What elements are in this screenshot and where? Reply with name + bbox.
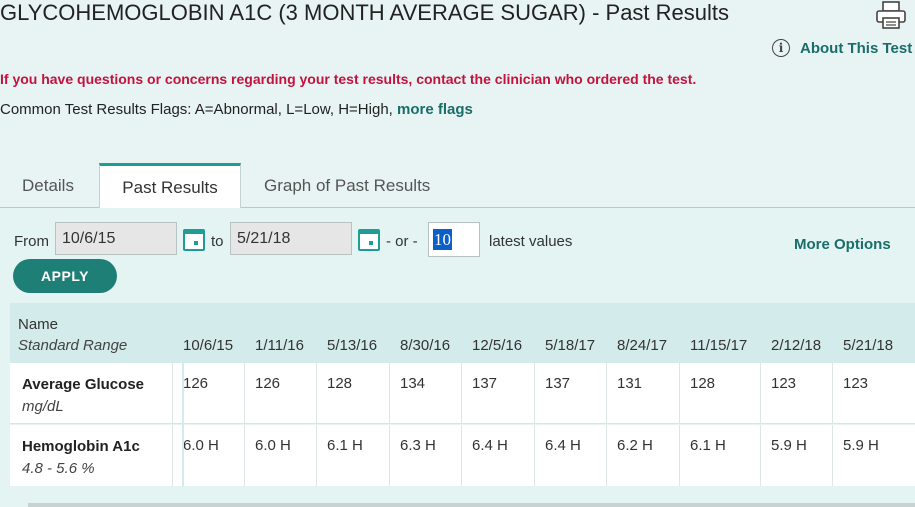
- date-column-header: 8/24/17: [617, 337, 668, 354]
- result-cell: 6.4 H: [472, 437, 508, 454]
- more-flags-link[interactable]: more flags: [397, 101, 473, 118]
- result-cell: 123: [843, 375, 869, 392]
- cell-divider: [461, 363, 462, 424]
- cell-divider: [534, 363, 535, 424]
- cell-divider: [389, 425, 390, 486]
- result-cell: 134: [400, 375, 426, 392]
- name-header: Name: [18, 316, 59, 333]
- about-this-test-label: About This Test: [800, 39, 913, 57]
- date-column-header: 12/5/16: [472, 337, 523, 354]
- date-column-header: 5/18/17: [545, 337, 596, 354]
- result-cell: 6.1 H: [690, 437, 726, 454]
- row-name: Average Glucose: [22, 376, 144, 393]
- date-column-header: 10/6/15: [183, 337, 234, 354]
- cell-divider: [606, 425, 607, 486]
- date-column-header: 5/21/18: [843, 337, 894, 354]
- result-cell: 137: [545, 375, 571, 392]
- cell-divider: [832, 363, 833, 424]
- result-cell: 6.0 H: [183, 437, 219, 454]
- row-name: Hemoglobin A1c: [22, 438, 140, 455]
- row-units: mg/dL: [22, 398, 64, 415]
- clinician-warning: If you have questions or concerns regard…: [0, 71, 697, 87]
- cell-divider: [679, 425, 680, 486]
- result-cell: 6.0 H: [255, 437, 291, 454]
- calendar-icon[interactable]: [358, 229, 380, 251]
- horizontal-scrollbar[interactable]: [28, 503, 915, 507]
- row-range: 4.8 - 5.6 %: [22, 460, 95, 477]
- cell-divider: [832, 425, 833, 486]
- table-header: Name Standard Range 10/6/15 1/11/16 5/13/1…: [10, 303, 915, 363]
- date-column-header: 1/11/16: [255, 337, 304, 354]
- tabs-divider: [0, 207, 915, 208]
- cell-divider: [244, 425, 245, 486]
- cell-divider: [679, 363, 680, 424]
- from-date-input[interactable]: [55, 222, 177, 255]
- tab-past-results-label: Past Results: [122, 177, 218, 197]
- column-divider: [182, 363, 184, 487]
- result-cell: 126: [183, 375, 209, 392]
- date-column-header: 8/30/16: [400, 337, 451, 354]
- cell-divider: [534, 425, 535, 486]
- apply-button[interactable]: APPLY: [13, 259, 117, 293]
- cell-divider: [606, 363, 607, 424]
- latest-values-count-input[interactable]: [428, 222, 480, 257]
- result-cell: 5.9 H: [843, 437, 879, 454]
- result-cell: 128: [690, 375, 716, 392]
- table-row-hemoglobin-a1c: Hemoglobin A1c 4.8 - 5.6 % 6.0 H 6.0 H 6.1…: [10, 425, 915, 486]
- result-cell: 6.3 H: [400, 437, 436, 454]
- cell-divider: [760, 363, 761, 424]
- result-cell: 131: [617, 375, 643, 392]
- result-cell: 128: [327, 375, 353, 392]
- date-column-header: 2/12/18: [771, 337, 822, 354]
- info-icon: i: [772, 39, 790, 57]
- date-column-header: 5/13/16: [327, 337, 378, 354]
- cell-divider: [316, 363, 317, 424]
- cell-divider: [461, 425, 462, 486]
- cell-divider: [244, 363, 245, 424]
- result-cell: 137: [472, 375, 498, 392]
- table-row-average-glucose: Average Glucose mg/dL 126 126 128 134 137 137…: [10, 363, 915, 424]
- to-label: to: [211, 233, 224, 250]
- result-cell: 6.2 H: [617, 437, 653, 454]
- result-cell: 126: [255, 375, 281, 392]
- date-column-header: 11/15/17: [690, 337, 748, 354]
- or-label: - or -: [386, 233, 418, 250]
- cell-divider: [760, 425, 761, 486]
- more-options-link[interactable]: More Options: [794, 236, 891, 253]
- from-label: From: [14, 233, 49, 250]
- printer-icon[interactable]: [873, 0, 909, 30]
- about-this-test-link[interactable]: i About This Test: [772, 39, 912, 57]
- latest-values-label: latest values: [489, 233, 573, 250]
- cell-divider: [172, 363, 173, 424]
- past-results-table: Name Standard Range 10/6/15 1/11/16 5/13/1…: [10, 303, 915, 487]
- result-cell: 5.9 H: [771, 437, 807, 454]
- tab-graph-of-past-results[interactable]: Graph of Past Results: [264, 176, 431, 195]
- flags-text: Common Test Results Flags: A=Abnormal, L…: [0, 101, 393, 118]
- page-title: GLYCOHEMOGLOBIN A1C (3 MONTH AVERAGE SUG…: [0, 0, 730, 25]
- tab-details[interactable]: Details: [22, 176, 74, 195]
- flags-legend: Common Test Results Flags: A=Abnormal, L…: [0, 101, 473, 118]
- calendar-icon[interactable]: [183, 229, 205, 251]
- cell-divider: [172, 425, 173, 486]
- cell-divider: [389, 363, 390, 424]
- tab-past-results[interactable]: Past Results: [99, 163, 241, 209]
- cell-divider: [316, 425, 317, 486]
- standard-range-header: Standard Range: [18, 337, 128, 354]
- result-cell: 6.1 H: [327, 437, 363, 454]
- result-cell: 123: [771, 375, 797, 392]
- to-date-input[interactable]: [230, 222, 352, 255]
- result-cell: 6.4 H: [545, 437, 581, 454]
